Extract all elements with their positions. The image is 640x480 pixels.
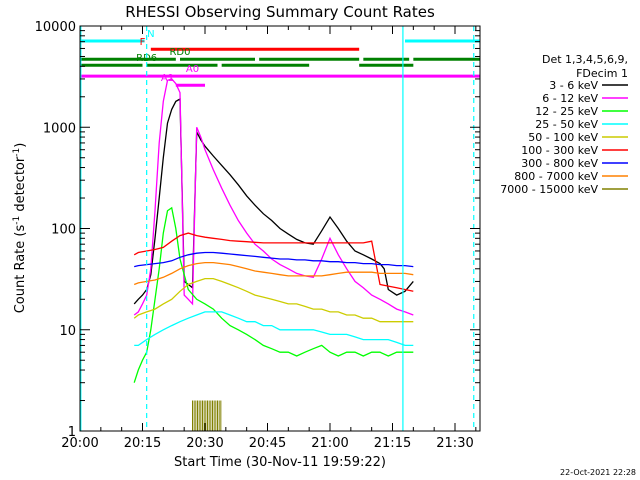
y-axis-label-sup2: -1	[12, 148, 22, 157]
y-axis-label-end: )	[13, 143, 28, 148]
y-tick-label: 10	[59, 324, 76, 339]
legend-entry-label: 300 - 800 keV	[521, 157, 598, 170]
y-axis-label-mid: detector	[13, 156, 28, 216]
x-tick-label: 21:30	[436, 436, 473, 451]
y-tick-label: 1	[68, 425, 76, 440]
series-line	[134, 311, 414, 347]
x-tick-label: 21:00	[311, 436, 348, 451]
flags-layer: NF RD0 RD6 A0 A1	[80, 29, 480, 431]
y-axis-label-sup1: -1	[12, 216, 22, 225]
x-tick-label: 20:30	[186, 436, 223, 451]
legend-entry-label: 6 - 12 keV	[542, 92, 598, 105]
x-axis-label: Start Time (30-Nov-11 19:59:22)	[174, 455, 386, 470]
series-line	[133, 261, 414, 286]
y-tick-label: 10000	[35, 20, 76, 35]
y-axis-label: Count Rate (s-1 detector-1)	[12, 143, 28, 314]
legend-entry-label: 800 - 7000 keV	[514, 170, 598, 183]
flag-label: RD6	[136, 53, 157, 64]
flag-label: N	[147, 29, 154, 40]
x-tick-label: 21:15	[374, 436, 411, 451]
series-line	[133, 97, 414, 305]
series-line	[133, 232, 414, 292]
legend-header-line2: FDecim 1	[576, 67, 628, 80]
y-tick-label: 1000	[43, 121, 76, 136]
flag-label: A1	[161, 73, 174, 84]
legend-entry-label: 7000 - 15000 keV	[500, 183, 598, 196]
legend-entry-label: 12 - 25 keV	[535, 105, 598, 118]
legend-header-line1: Det 1,3,4,5,6,9,	[542, 53, 628, 66]
footer-date: 22-Oct-2021 22:28	[560, 468, 636, 477]
x-tick-label: 20:15	[124, 436, 161, 451]
flag-label: RD0	[169, 47, 190, 58]
flag-label: A0	[186, 64, 199, 75]
flag-label: F	[140, 37, 146, 48]
series-line	[133, 206, 414, 383]
y-tick-label: 100	[51, 223, 76, 238]
legend-entry-label: 100 - 300 keV	[521, 144, 598, 157]
legend-entry-label: 3 - 6 keV	[549, 79, 598, 92]
x-axis: 20:00 20:15 20:30 20:45 21:00 21:15 21:30	[61, 26, 477, 451]
legend-entry-label: 50 - 100 keV	[528, 131, 598, 144]
x-tick-label: 20:45	[249, 436, 286, 451]
legend-entry-label: 25 - 50 keV	[535, 118, 598, 131]
series-layer	[133, 78, 414, 383]
series-line	[133, 78, 414, 316]
series-line	[134, 251, 414, 268]
x-tick-label: 20:00	[61, 436, 98, 451]
y-axis-label-main: Count Rate (s	[13, 225, 28, 314]
y-axis: 1 10 100 1000 10000	[35, 20, 480, 440]
chart-title: RHESSI Observing Summary Count Rates	[125, 3, 435, 21]
series-line	[133, 277, 414, 323]
